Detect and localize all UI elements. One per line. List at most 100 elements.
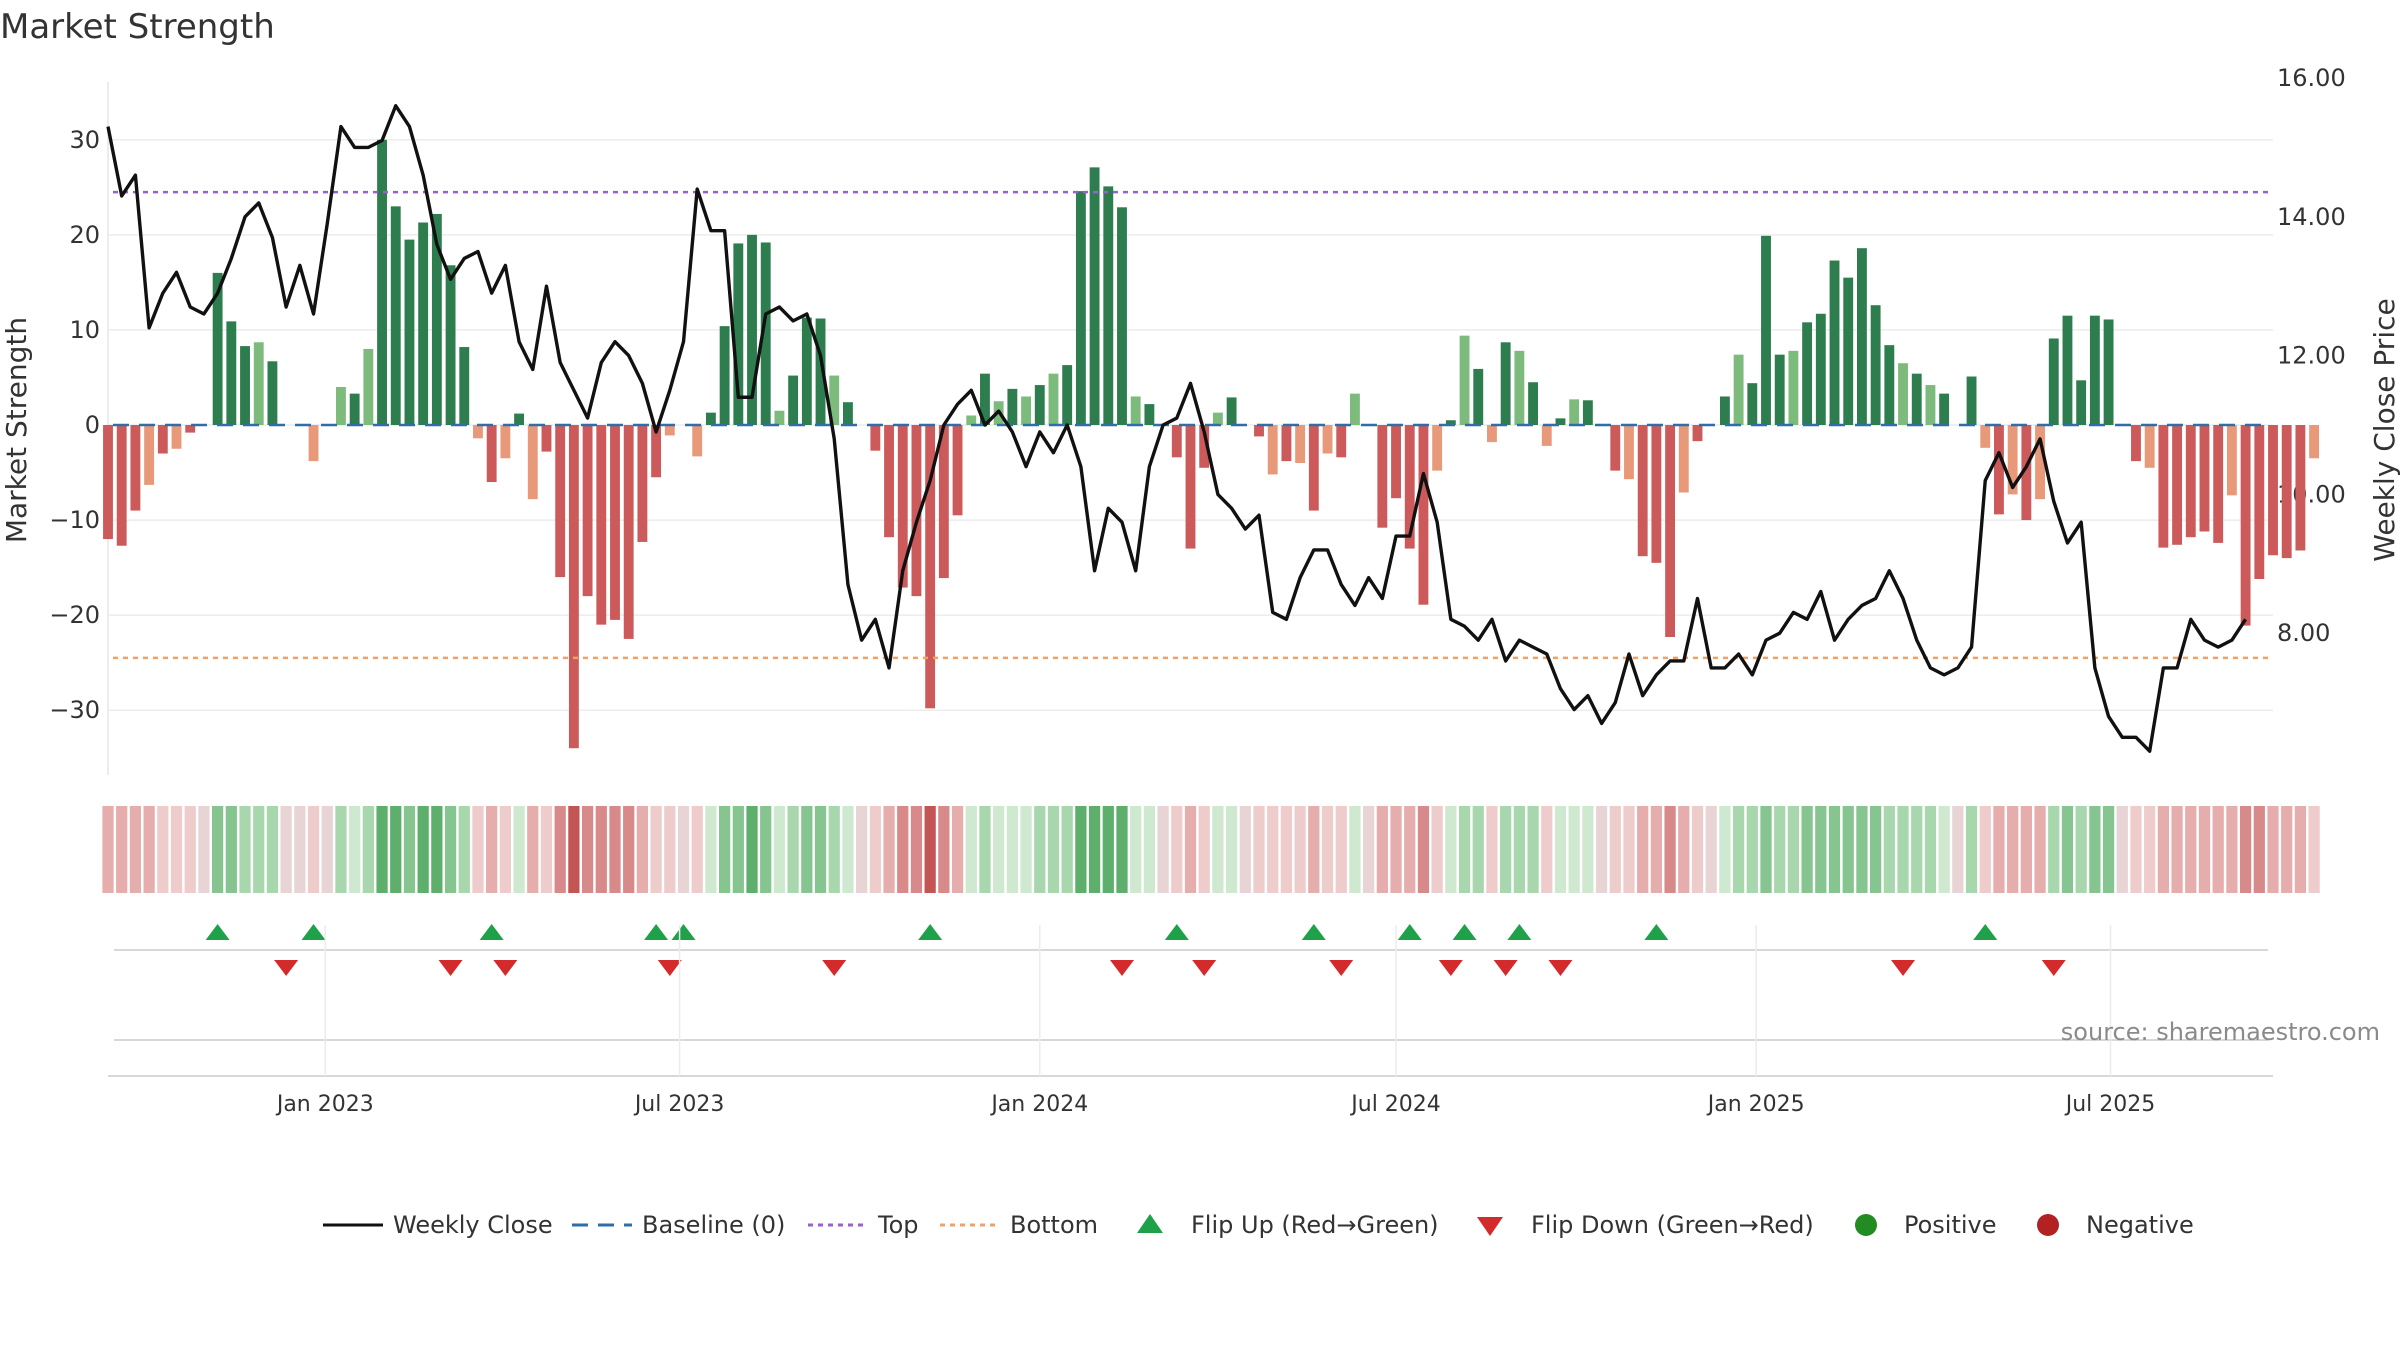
strength-bar bbox=[2076, 380, 2087, 425]
heat-cell bbox=[951, 806, 964, 893]
flip-down-marker bbox=[493, 960, 518, 976]
strength-bar bbox=[1582, 400, 1593, 425]
legend-item: Baseline (0) bbox=[572, 1211, 785, 1239]
heat-cell bbox=[2007, 806, 2019, 893]
heat-cell bbox=[321, 806, 333, 893]
heat-cell bbox=[376, 806, 388, 893]
y-tick-label: 30 bbox=[69, 126, 100, 154]
flip-down-marker bbox=[657, 960, 682, 976]
heat-cell bbox=[2239, 806, 2252, 893]
heat-cell bbox=[540, 806, 553, 893]
strength-bar bbox=[1514, 350, 1525, 425]
strength-bar bbox=[1212, 412, 1223, 425]
x-axis: Jan 2023 Jul 2023 Jan 2024 Jul 2024 Jan 2025… bbox=[108, 925, 2273, 1117]
strength-bar bbox=[1966, 376, 1977, 425]
x-tick-label: Jul 2023 bbox=[633, 1092, 725, 1117]
strength-bar bbox=[1267, 425, 1278, 475]
strength-bar bbox=[1130, 396, 1141, 425]
strength-bar bbox=[705, 412, 716, 425]
strength-bar bbox=[1624, 425, 1634, 480]
heat-cell bbox=[253, 806, 265, 893]
heat-cell bbox=[979, 806, 991, 893]
heat-cell bbox=[1431, 806, 1443, 893]
heat-cell bbox=[1376, 806, 1388, 893]
heat-cell bbox=[2020, 806, 2032, 893]
heat-cell bbox=[856, 806, 868, 893]
legend: Weekly Close Baseline (0) Top Bottom Flip Up… bbox=[323, 1211, 2194, 1239]
strength-bar bbox=[514, 413, 525, 425]
flip-down-marker bbox=[1192, 960, 1217, 976]
strength-bar bbox=[431, 213, 442, 425]
strength-bar bbox=[1870, 305, 1881, 425]
heat-cell bbox=[2116, 806, 2128, 893]
heat-cell bbox=[2226, 806, 2238, 893]
flip-up-marker bbox=[1397, 924, 1422, 940]
x-tick-label: Jan 2023 bbox=[275, 1092, 374, 1117]
heat-cell bbox=[1184, 806, 1197, 893]
strength-bar bbox=[390, 206, 401, 425]
heat-cell bbox=[472, 806, 484, 893]
strength-bar bbox=[1281, 425, 1292, 462]
flip-down-marker bbox=[822, 960, 847, 976]
flip-down-marker bbox=[1891, 960, 1916, 976]
legend-item: Top bbox=[808, 1211, 919, 1239]
heat-cell bbox=[664, 806, 676, 893]
strength-bar bbox=[486, 425, 497, 483]
strength-bar bbox=[1473, 368, 1484, 425]
heat-cell bbox=[116, 806, 128, 893]
strength-bar bbox=[2035, 425, 2045, 500]
legend-swatch bbox=[1855, 1214, 1877, 1236]
heat-cell bbox=[1678, 806, 1690, 893]
legend-swatch bbox=[1137, 1214, 1163, 1233]
heat-cell bbox=[2089, 806, 2101, 893]
strength-bar bbox=[1144, 404, 1155, 425]
heat-cell bbox=[1746, 806, 1758, 893]
flip-up-marker bbox=[479, 924, 504, 940]
legend-label: Negative bbox=[2086, 1211, 2194, 1239]
strength-bar bbox=[1445, 420, 1456, 425]
heat-cell bbox=[458, 806, 470, 893]
strength-bar bbox=[1404, 425, 1415, 549]
heat-cell bbox=[2185, 806, 2197, 893]
strength-bar bbox=[760, 242, 771, 425]
strength-bar bbox=[500, 425, 511, 459]
heat-cell bbox=[897, 806, 909, 893]
heat-cell bbox=[1774, 806, 1786, 893]
strength-bar bbox=[801, 317, 812, 425]
heat-cell bbox=[1020, 806, 1032, 893]
strength-bar bbox=[1569, 399, 1580, 425]
strength-bar bbox=[1637, 425, 1648, 557]
strength-bar bbox=[2144, 425, 2155, 468]
strength-bar bbox=[952, 425, 963, 516]
flip-down-marker bbox=[1438, 960, 1463, 976]
heat-cell bbox=[1541, 806, 1553, 893]
y2-tick-label: 16.00 bbox=[2277, 64, 2346, 92]
strength-bar bbox=[1349, 393, 1360, 425]
strength-bar bbox=[1295, 425, 1306, 464]
heat-cell bbox=[1458, 806, 1471, 893]
heat-cell bbox=[910, 806, 923, 893]
strength-bar bbox=[404, 239, 415, 425]
strength-bar bbox=[2021, 425, 2032, 521]
y-tick-label: 10 bbox=[69, 316, 100, 344]
heat-cell bbox=[1198, 806, 1210, 893]
heat-cell bbox=[444, 806, 457, 893]
strength-bar bbox=[171, 425, 182, 449]
strength-bar bbox=[1089, 167, 1100, 425]
heat-cell bbox=[787, 806, 799, 893]
heat-cell bbox=[1116, 806, 1128, 893]
strength-bar bbox=[2254, 425, 2265, 580]
strength-bar bbox=[829, 375, 840, 425]
heat-cell bbox=[2281, 806, 2293, 893]
strength-bar bbox=[1103, 186, 1114, 425]
heat-cell bbox=[1445, 806, 1457, 893]
strength-bar bbox=[459, 347, 470, 425]
heat-cell bbox=[801, 806, 813, 893]
heat-cell bbox=[362, 806, 374, 893]
strength-bar bbox=[568, 425, 579, 749]
strength-bar bbox=[1651, 425, 1662, 563]
legend-swatch bbox=[2037, 1214, 2059, 1236]
heat-cell bbox=[965, 806, 977, 893]
heat-cell bbox=[1239, 806, 1251, 893]
